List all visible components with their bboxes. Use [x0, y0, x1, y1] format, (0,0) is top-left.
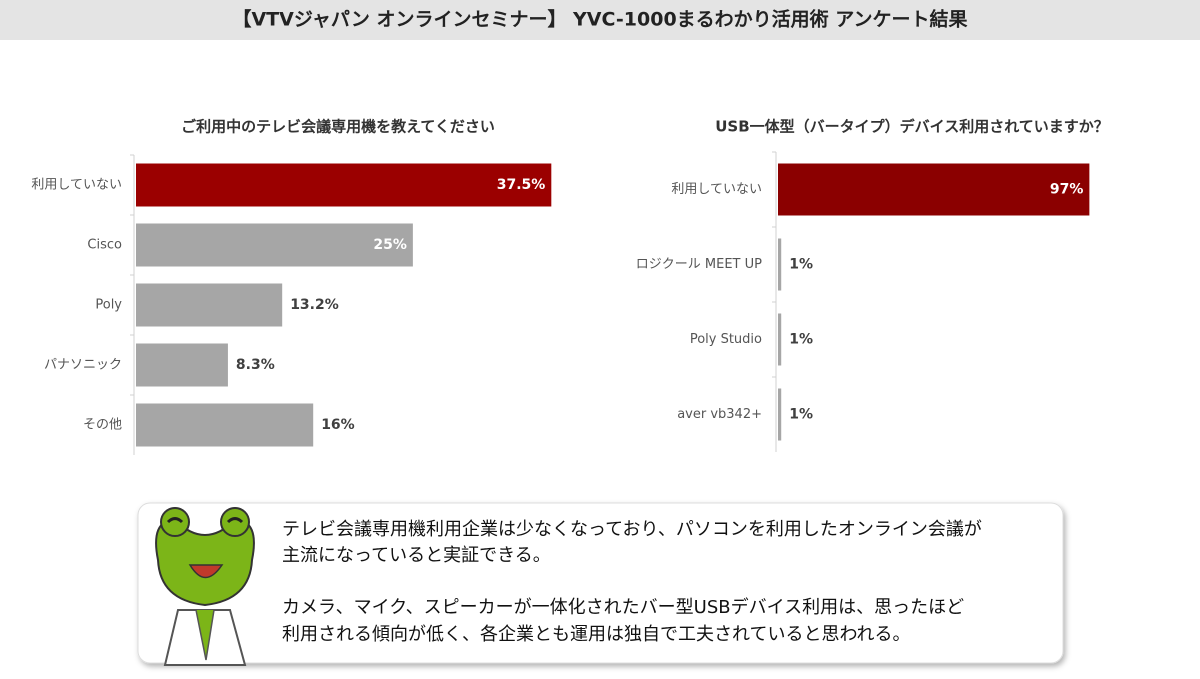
bar: [778, 388, 782, 441]
header-title: 【VTVジャパン オンラインセミナー】 YVC-1000まるわかり活用術 アンケ…: [232, 8, 967, 31]
category-label: aver vb342+: [677, 407, 762, 422]
bar: [136, 403, 314, 447]
chart-title: ご利用中のテレビ会議専用機を教えてください: [181, 118, 495, 136]
frog: [155, 507, 255, 666]
bar: [136, 163, 552, 207]
value-label: 25%: [373, 237, 407, 253]
header-bar: [0, 0, 1200, 40]
value-label: 97%: [1050, 182, 1084, 198]
value-label: 1%: [789, 407, 813, 423]
comment-line: 利用される傾向が低く、各企業とも運用は独自で工夫されていると思われる。: [282, 624, 911, 645]
category-label: 利用していない: [31, 178, 122, 193]
comment-line: テレビ会議専用機利用企業は少なくなっており、パソコンを利用したオンライン会議が: [282, 519, 982, 540]
bar: [778, 313, 782, 366]
category-label: その他: [83, 418, 122, 433]
bar: [778, 238, 782, 291]
category-label: Poly: [95, 298, 122, 313]
value-label: 37.5%: [497, 177, 546, 193]
comment-line: 主流になっていると実証できる。: [282, 545, 551, 566]
value-label: 1%: [789, 332, 813, 348]
chart-title: USB一体型（バータイプ）デバイス利用されていますか？: [715, 118, 1109, 136]
value-label: 8.3%: [236, 357, 275, 373]
bar: [136, 223, 413, 267]
category-label: Poly Studio: [690, 332, 762, 347]
category-label: 利用していない: [671, 182, 762, 197]
value-label: 13.2%: [290, 297, 339, 313]
category-label: ロジクール MEET UP: [636, 257, 762, 272]
bar: [778, 163, 1090, 216]
bar: [136, 283, 283, 327]
comment-line: カメラ、マイク、スピーカーが一体化されたバー型USBデバイス利用は、思ったほど: [282, 597, 964, 618]
bar: [136, 343, 228, 387]
value-label: 16%: [321, 417, 355, 433]
value-label: 1%: [789, 257, 813, 273]
comment: テレビ会議専用機利用企業は少なくなっており、パソコンを利用したオンライン会議が主…: [282, 519, 982, 645]
category-label: パナソニック: [44, 358, 122, 373]
category-label: Cisco: [87, 238, 122, 253]
comment-box: [137, 502, 1064, 664]
